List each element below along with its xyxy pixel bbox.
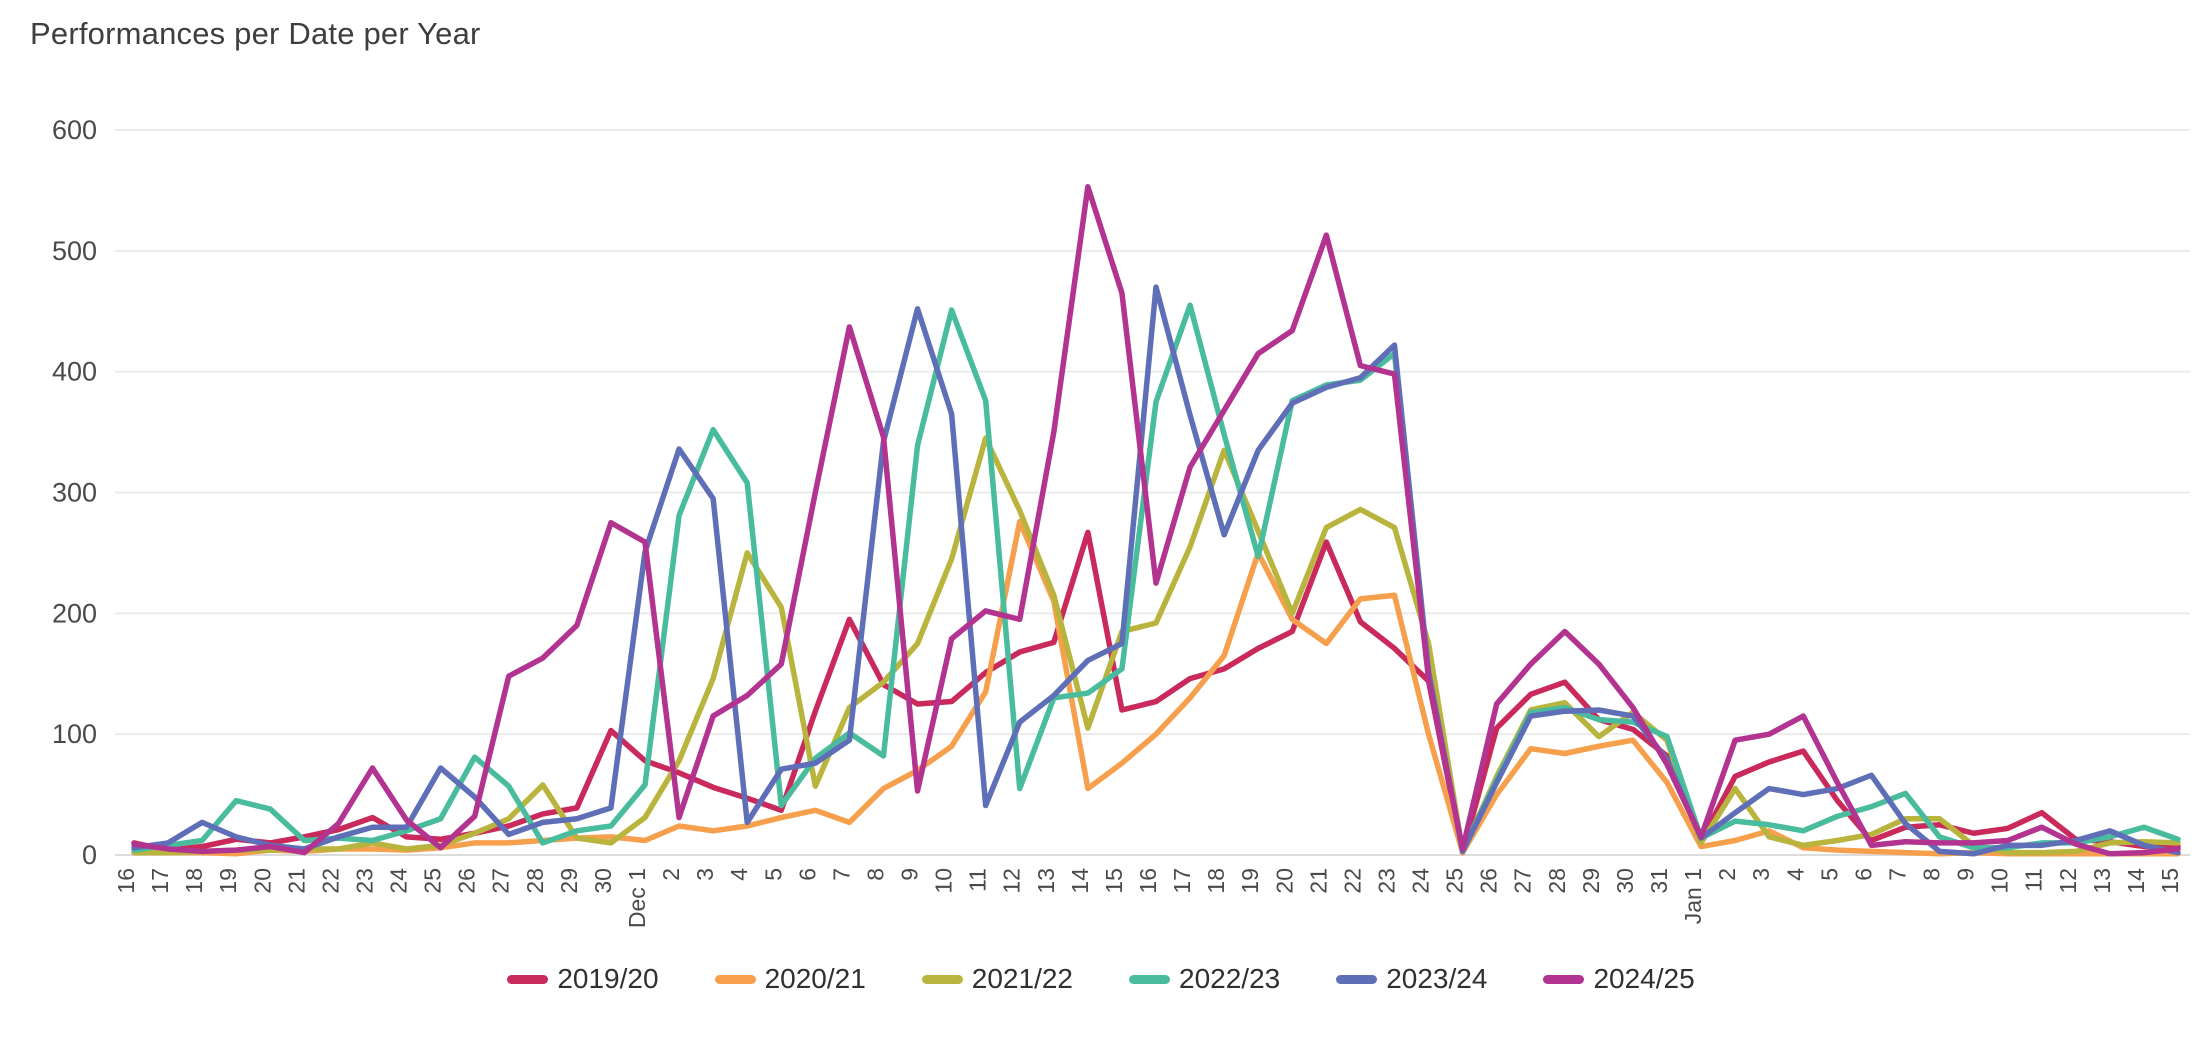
legend-swatch-2022-23: [1129, 974, 1170, 984]
x-axis-label-29: 29: [1578, 868, 1604, 894]
x-axis-label-7: 7: [1884, 868, 1910, 881]
x-axis-label-16: 16: [1135, 868, 1161, 894]
x-axis-label-13: 13: [2089, 868, 2115, 894]
y-axis-label-200: 200: [52, 598, 97, 628]
y-axis-label-600: 600: [52, 115, 97, 145]
x-axis-label-19: 19: [215, 868, 241, 894]
x-axis-label-3: 3: [692, 868, 718, 881]
x-axis-label-24: 24: [386, 868, 412, 894]
legend-item-2019-20[interactable]: 2019/20: [507, 963, 659, 995]
x-axis-label-17: 17: [1169, 868, 1195, 894]
series-line-2024-25[interactable]: [131, 184, 2181, 857]
x-axis-label-10: 10: [931, 868, 957, 894]
x-axis-label-12: 12: [2055, 868, 2081, 894]
x-axis-label-23: 23: [1373, 868, 1399, 894]
x-axis-label-30: 30: [1612, 868, 1638, 894]
x-axis-label-17: 17: [147, 868, 173, 894]
legend-swatch-2024-25: [1543, 974, 1585, 984]
x-axis-label-20: 20: [249, 868, 275, 894]
x-axis-label-16: 16: [113, 868, 139, 894]
series-line-2021-22[interactable]: [131, 435, 2181, 856]
legend-swatch-2019-20: [507, 974, 549, 984]
legend-label: 2021/22: [971, 963, 1073, 994]
x-axis-label-19: 19: [1237, 868, 1263, 894]
x-axis-label-26: 26: [454, 868, 480, 894]
legend-swatch-2020-21: [714, 974, 756, 984]
series-line-2022-23[interactable]: [131, 302, 2181, 853]
x-axis-label-9: 9: [897, 868, 923, 881]
legend-label: 2023/24: [1386, 963, 1488, 994]
x-axis-label-15: 15: [1101, 868, 1127, 894]
x-axis-label-23: 23: [351, 868, 377, 894]
legend-item-2024-25[interactable]: 2024/25: [1543, 963, 1695, 995]
x-axis-label-6: 6: [794, 868, 820, 881]
x-axis-label-14: 14: [2123, 868, 2149, 894]
x-axis-label-28: 28: [522, 868, 548, 894]
legend-item-2022-23[interactable]: 2022/23: [1129, 963, 1280, 995]
x-axis-label-5: 5: [1816, 868, 1842, 881]
series-line-2023-24[interactable]: [131, 284, 2181, 857]
x-axis-label-14: 14: [1067, 868, 1093, 894]
x-axis-label-18: 18: [181, 868, 207, 894]
x-axis-label-15: 15: [2157, 868, 2183, 894]
y-axis-label-0: 0: [82, 840, 97, 870]
x-axis-label-21: 21: [283, 868, 309, 894]
chart-legend: 2019/20 2020/21 2021/22 2022/23 2023/24 2024/…: [0, 963, 2202, 995]
x-axis-label-6: 6: [1850, 868, 1876, 881]
legend-swatch-2021-22: [921, 974, 963, 984]
legend-item-2023-24[interactable]: 2023/24: [1336, 963, 1487, 995]
x-axis-label-11: 11: [2021, 868, 2047, 892]
x-axis-label-4: 4: [1782, 868, 1808, 881]
x-axis-label-12: 12: [999, 868, 1025, 894]
legend-label: 2020/21: [764, 963, 866, 994]
x-axis-label-21: 21: [1305, 868, 1331, 894]
x-axis-label-Dec-1: Dec 1: [624, 868, 650, 928]
x-axis-label-Jan-1: Jan 1: [1680, 868, 1706, 924]
x-axis-label-25: 25: [1442, 868, 1468, 894]
chart-title: Performances per Date per Year: [30, 16, 481, 51]
x-axis-label-5: 5: [760, 868, 786, 881]
x-axis-label-2: 2: [658, 868, 684, 881]
x-axis-label-22: 22: [317, 868, 343, 894]
legend-label: 2024/25: [1593, 963, 1695, 994]
x-axis-label-7: 7: [828, 868, 854, 881]
x-axis-label-25: 25: [420, 868, 446, 894]
legend-swatch-2023-24: [1336, 974, 1378, 984]
x-axis-label-28: 28: [1544, 868, 1570, 894]
legend-label: 2019/20: [557, 963, 659, 994]
legend-item-2021-22[interactable]: 2021/22: [921, 963, 1073, 995]
x-axis-label-8: 8: [862, 868, 888, 881]
y-axis-label-400: 400: [52, 357, 97, 387]
x-axis-label-3: 3: [1748, 868, 1774, 881]
x-axis-label-26: 26: [1476, 868, 1502, 894]
x-axis-label-9: 9: [1953, 868, 1979, 881]
y-axis-label-300: 300: [52, 478, 97, 508]
legend-item-2020-21[interactable]: 2020/21: [714, 963, 866, 995]
series-line-2020-21[interactable]: [131, 518, 2181, 857]
x-axis-label-24: 24: [1408, 868, 1434, 894]
x-axis-label-27: 27: [488, 868, 514, 894]
x-axis-label-11: 11: [965, 868, 991, 892]
x-axis-label-10: 10: [1987, 868, 2013, 894]
legend-label: 2022/23: [1179, 963, 1281, 994]
x-axis-label-30: 30: [590, 868, 616, 894]
x-axis-label-31: 31: [1646, 868, 1672, 894]
x-axis-label-2: 2: [1714, 868, 1740, 881]
x-axis-label-22: 22: [1339, 868, 1365, 894]
x-axis-label-4: 4: [726, 868, 752, 881]
y-axis-label-100: 100: [52, 719, 97, 749]
y-axis-label-500: 500: [52, 236, 97, 266]
x-axis-label-13: 13: [1033, 868, 1059, 894]
x-axis-label-29: 29: [556, 868, 582, 894]
x-axis-label-8: 8: [1919, 868, 1945, 881]
x-axis-label-27: 27: [1510, 868, 1536, 894]
x-axis-label-20: 20: [1271, 868, 1297, 894]
x-axis-label-18: 18: [1203, 868, 1229, 894]
